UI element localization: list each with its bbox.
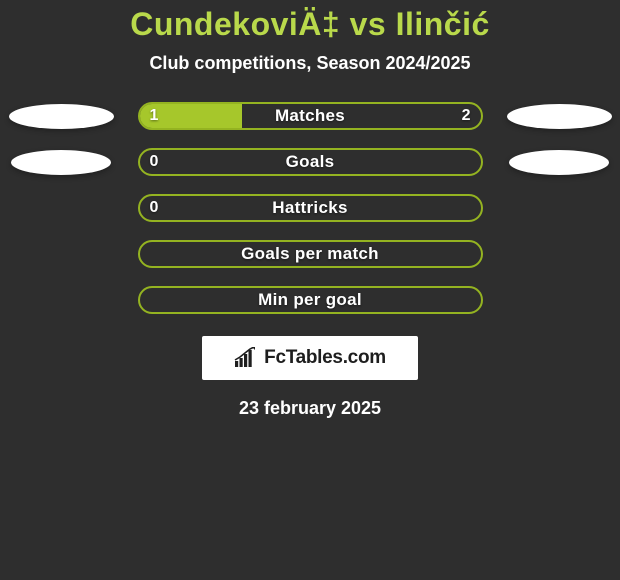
stat-bar: Min per goal	[138, 286, 483, 314]
stat-value-right: 2	[462, 104, 471, 128]
stat-label: Goals per match	[140, 242, 481, 266]
brand-badge: FcTables.com	[202, 336, 418, 380]
player-right-orb	[509, 150, 609, 175]
stat-bar: Hattricks0	[138, 194, 483, 222]
page-subtitle: Club competitions, Season 2024/2025	[0, 53, 620, 74]
stat-value-left: 0	[150, 150, 159, 174]
stat-bar: Goals per match	[138, 240, 483, 268]
stat-value-left: 0	[150, 196, 159, 220]
stat-row: Min per goal	[0, 286, 620, 314]
player-left-orb	[11, 150, 111, 175]
stat-row: Goals per match	[0, 240, 620, 268]
brand-text: FcTables.com	[264, 347, 386, 369]
player-right-orb	[507, 104, 612, 129]
stat-rows: Matches12Goals0Hattricks0Goals per match…	[0, 102, 620, 314]
stat-fill-left	[140, 104, 242, 128]
comparison-panel: CundekoviÄ‡ vs Ilinčić Club competitions…	[0, 0, 620, 419]
stat-row: Goals0	[0, 148, 620, 176]
player-left-orb	[9, 104, 114, 129]
stat-bar: Goals0	[138, 148, 483, 176]
stat-label: Goals	[140, 150, 481, 174]
stat-label: Min per goal	[140, 288, 481, 312]
stat-row: Hattricks0	[0, 194, 620, 222]
bars-chart-icon	[234, 347, 258, 369]
stat-label: Hattricks	[140, 196, 481, 220]
stat-row: Matches12	[0, 102, 620, 130]
page-title: CundekoviÄ‡ vs Ilinčić	[0, 6, 620, 43]
stat-bar: Matches12	[138, 102, 483, 130]
footer-date: 23 february 2025	[0, 398, 620, 419]
